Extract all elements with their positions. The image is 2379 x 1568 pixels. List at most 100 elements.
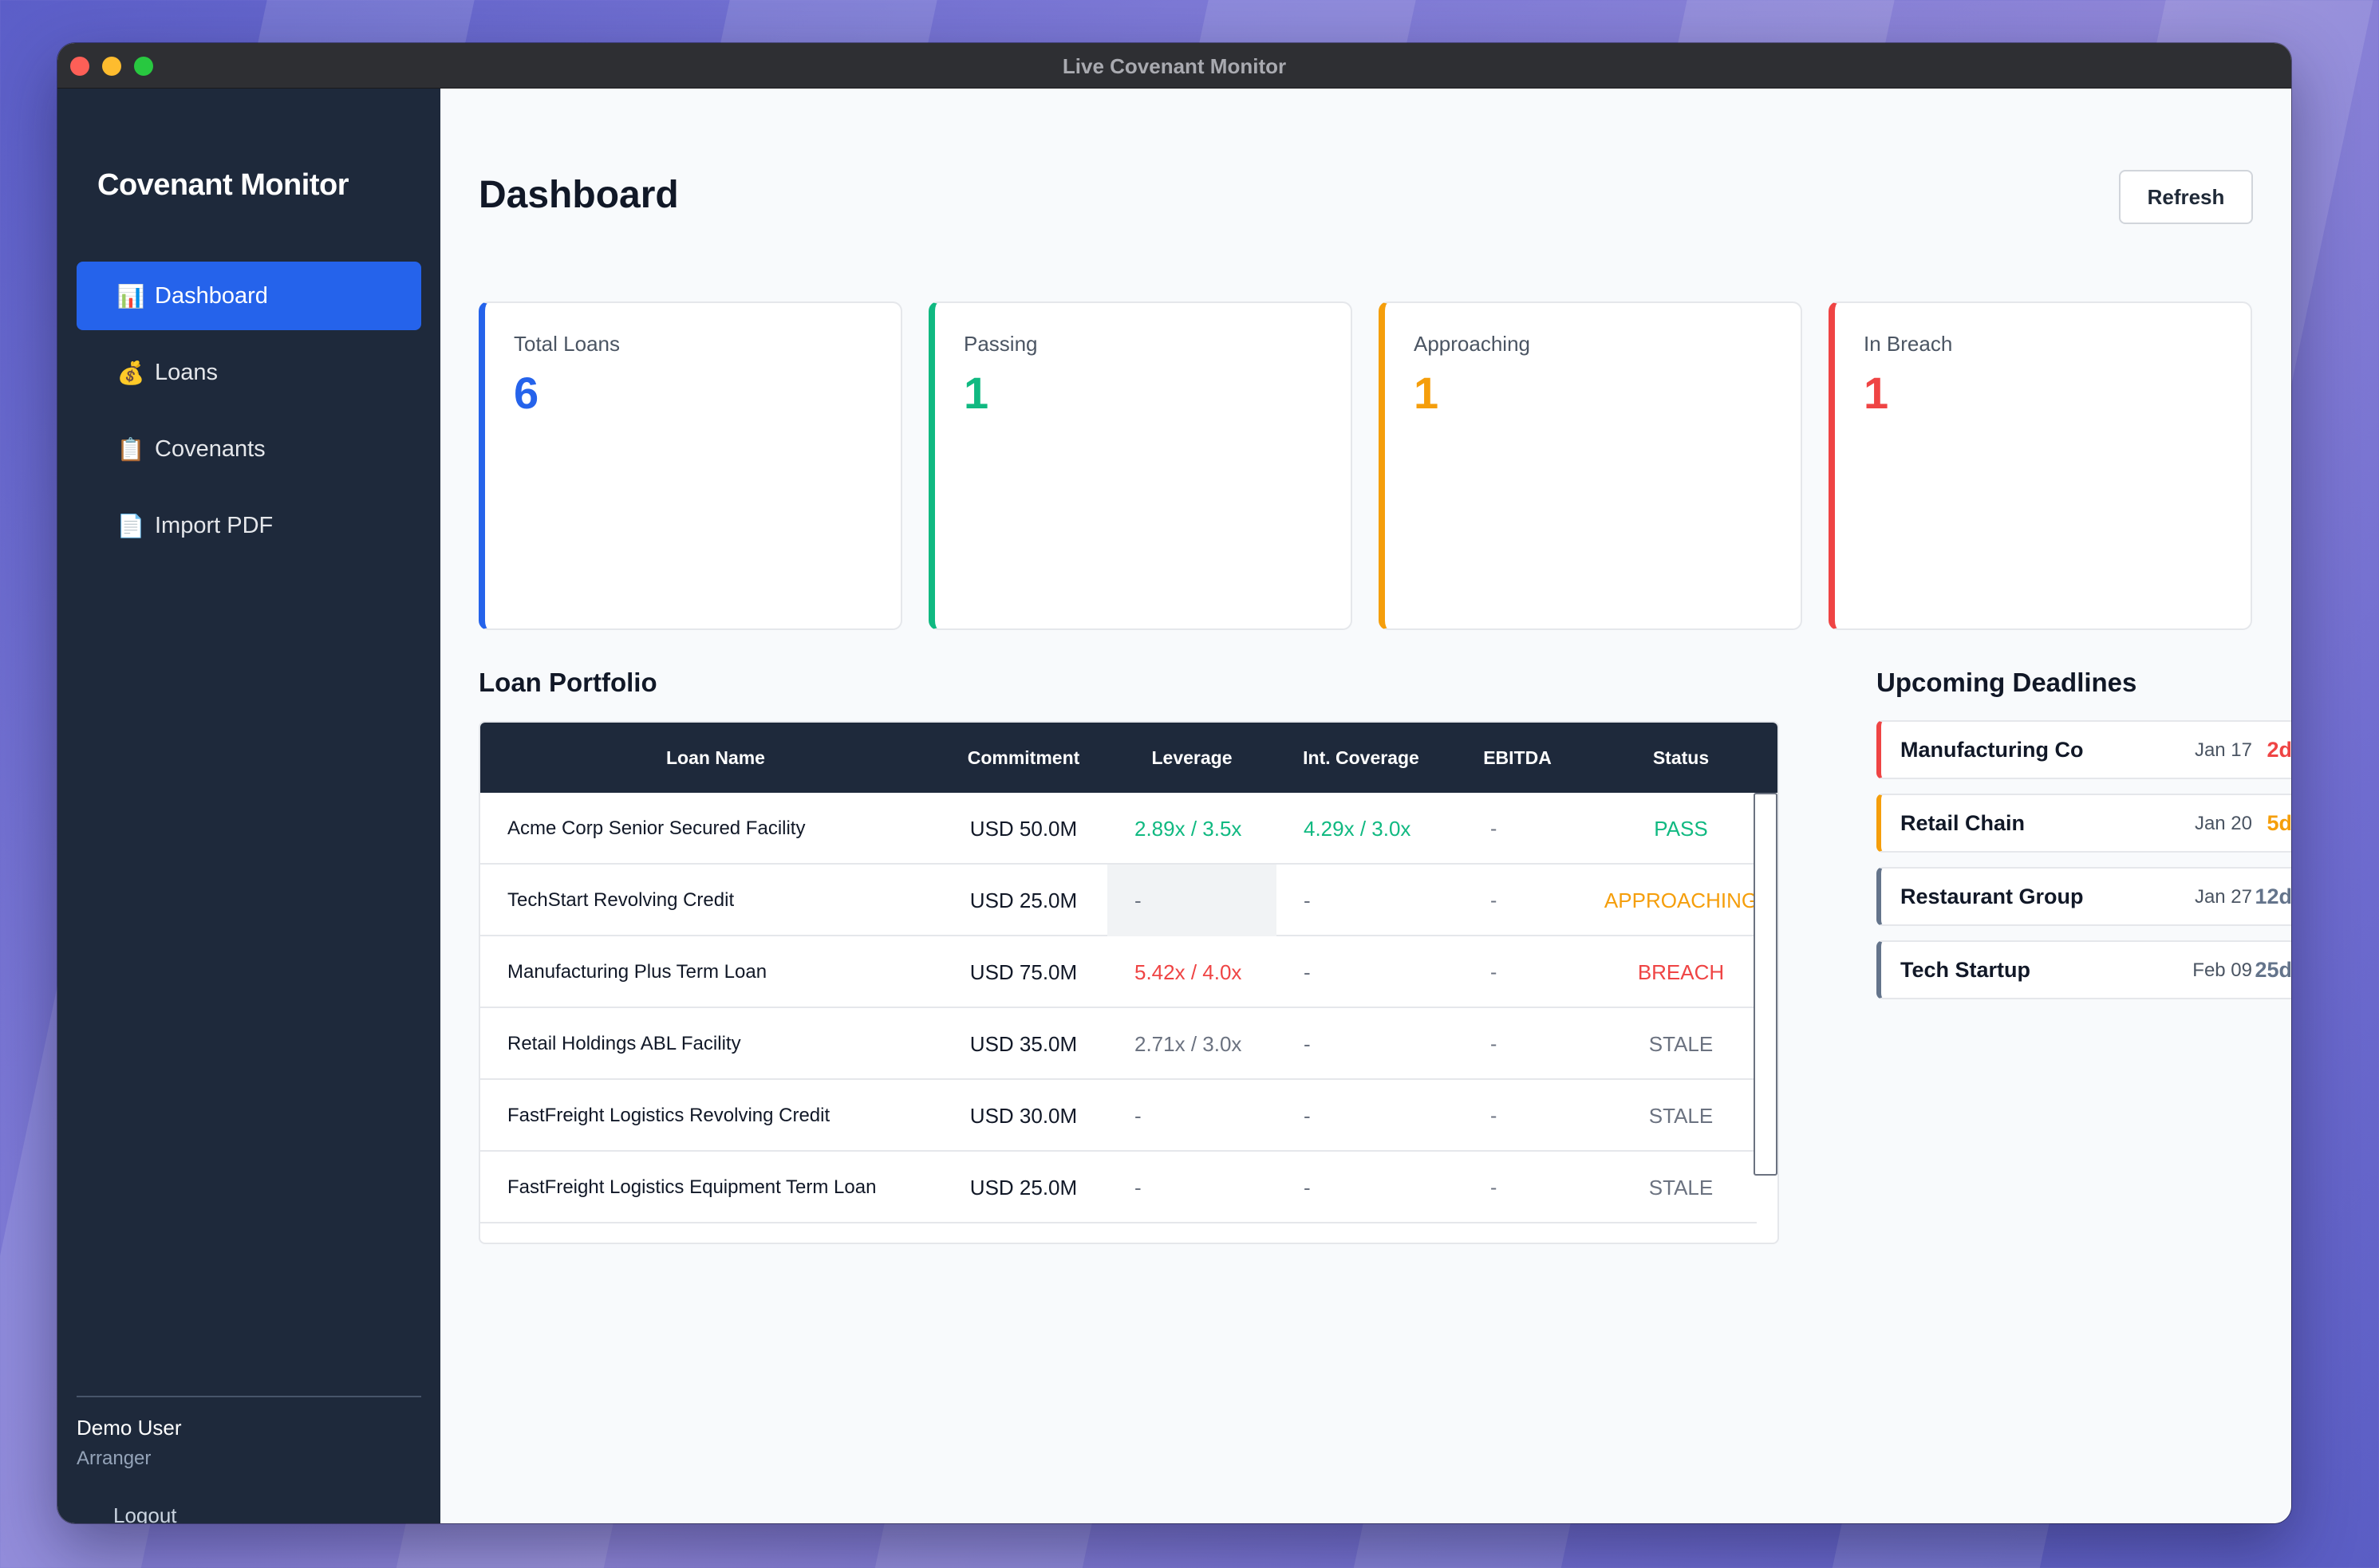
commitment-cell: USD 25.0M: [969, 888, 1078, 912]
title-bar: Live Covenant Monitor: [57, 43, 2291, 89]
stat-value: 1: [964, 368, 989, 418]
column-header-commitment[interactable]: Commitment: [967, 747, 1080, 768]
brand-title: Covenant Monitor: [97, 168, 349, 202]
stat-card-approaching: Approaching 1: [1379, 301, 1802, 630]
commitment-cell: USD 50.0M: [969, 816, 1078, 841]
zoom-window-button[interactable]: [134, 57, 153, 76]
deadline-days-remaining: 25d: [2255, 958, 2291, 982]
ebitda-cell: -: [1490, 888, 1497, 912]
deadline-name: Manufacturing Co: [1900, 738, 2084, 762]
deadline-days-remaining: 12d: [2255, 884, 2291, 908]
sidebar-item-label: Loans: [155, 359, 219, 385]
loan-name-cell: FastFreight Logistics Revolving Credit: [507, 1105, 830, 1126]
loan-name-cell: FastFreight Logistics Equipment Term Loa…: [507, 1176, 877, 1198]
table-row[interactable]: Retail Holdings ABL Facility USD 35.0M 2…: [480, 1008, 1757, 1080]
column-header-int-coverage[interactable]: Int. Coverage: [1303, 747, 1419, 768]
table-row[interactable]: TechStart Revolving Credit USD 25.0M - -…: [480, 865, 1758, 936]
coverage-cell: -: [1304, 1103, 1311, 1128]
clipboard-icon: 📋: [116, 436, 145, 462]
loan-portfolio-title: Loan Portfolio: [479, 668, 657, 697]
table-row[interactable]: Acme Corp Senior Secured Facility USD 50…: [480, 793, 1757, 865]
document-icon: 📄: [116, 513, 145, 538]
sidebar: Covenant Monitor 📊 Dashboard 💰 Loans 📋 C…: [57, 89, 440, 1523]
stat-value: 6: [514, 368, 539, 418]
status-cell: STALE: [1648, 1175, 1714, 1200]
stat-card-passing: Passing 1: [929, 301, 1352, 630]
stat-card-total-loans: Total Loans 6: [479, 301, 902, 630]
loan-name-cell: TechStart Revolving Credit: [507, 889, 735, 911]
leverage-cell: -: [1107, 865, 1276, 936]
sidebar-item-label: Dashboard: [155, 282, 268, 309]
table-scrollbar[interactable]: [1754, 793, 1777, 1176]
status-cell: PASS: [1654, 816, 1708, 841]
ebitda-cell: -: [1490, 1176, 1497, 1199]
stat-value: 1: [1414, 368, 1439, 418]
column-header-loan-name[interactable]: Loan Name: [666, 747, 765, 768]
commitment-cell: USD 30.0M: [969, 1103, 1078, 1128]
sidebar-item-import-pdf[interactable]: 📄 Import PDF: [77, 491, 421, 560]
window-title: Live Covenant Monitor: [1062, 54, 1287, 78]
deadline-date: Jan 20: [2194, 813, 2252, 834]
status-cell: APPROACHING: [1604, 888, 1758, 912]
sidebar-item-label: Import PDF: [155, 512, 274, 538]
sidebar-divider: [77, 1396, 421, 1397]
table-row[interactable]: Manufacturing Plus Term Loan USD 75.0M 5…: [480, 936, 1757, 1008]
deadline-name: Tech Startup: [1900, 958, 2031, 982]
user-role: Arranger: [77, 1448, 152, 1469]
ebitda-cell: -: [1490, 960, 1497, 983]
user-name: Demo User: [77, 1416, 182, 1440]
coverage-cell: 4.29x / 3.0x: [1304, 816, 1411, 841]
deadline-item[interactable]: Retail Chain Jan 20 5d: [1876, 794, 2291, 853]
close-window-button[interactable]: [70, 57, 89, 76]
page-title: Dashboard: [479, 174, 679, 216]
commitment-cell: USD 75.0M: [969, 959, 1078, 984]
deadline-item[interactable]: Tech Startup Feb 09 25d: [1876, 940, 2291, 999]
status-cell: STALE: [1648, 1103, 1714, 1128]
commitment-cell: USD 35.0M: [969, 1031, 1078, 1056]
deadline-item[interactable]: Manufacturing Co Jan 17 2d: [1876, 720, 2291, 779]
status-cell: BREACH: [1637, 959, 1725, 984]
coverage-cell: -: [1304, 1031, 1311, 1056]
sidebar-item-covenants[interactable]: 📋 Covenants: [77, 415, 421, 483]
loan-name-cell: Acme Corp Senior Secured Facility: [507, 817, 806, 839]
deadline-name: Restaurant Group: [1900, 884, 2084, 908]
refresh-button[interactable]: Refresh: [2119, 170, 2253, 224]
logout-button[interactable]: Logout: [113, 1503, 177, 1523]
coverage-cell: -: [1304, 1175, 1311, 1200]
coverage-cell: -: [1304, 888, 1311, 912]
leverage-cell: -: [1134, 1175, 1142, 1200]
main-content: Dashboard Refresh Total Loans 6 Passing …: [440, 89, 2291, 1523]
deadline-item[interactable]: Restaurant Group Jan 27 12d: [1876, 867, 2291, 926]
table-row[interactable]: FastFreight Logistics Revolving Credit U…: [480, 1080, 1757, 1152]
leverage-cell: 5.42x / 4.0x: [1134, 959, 1242, 984]
leverage-cell: 2.71x / 3.0x: [1134, 1031, 1242, 1056]
column-header-status[interactable]: Status: [1652, 747, 1710, 768]
minimize-window-button[interactable]: [102, 57, 121, 76]
sidebar-item-loans[interactable]: 💰 Loans: [77, 338, 421, 407]
stat-label: In Breach: [1864, 332, 1953, 356]
column-header-leverage[interactable]: Leverage: [1151, 747, 1233, 768]
loan-name-cell: Retail Holdings ABL Facility: [507, 1033, 741, 1054]
column-header-ebitda[interactable]: EBITDA: [1483, 747, 1552, 768]
commitment-cell: USD 25.0M: [969, 1175, 1078, 1200]
ebitda-cell: -: [1490, 817, 1497, 840]
coverage-cell: -: [1304, 959, 1311, 984]
ebitda-cell: -: [1490, 1032, 1497, 1055]
table-header: Loan Name Commitment Leverage Int. Cover…: [480, 723, 1777, 793]
deadline-name: Retail Chain: [1900, 811, 2026, 835]
bar-chart-icon: 📊: [116, 283, 145, 309]
deadline-date: Jan 27: [2194, 886, 2252, 908]
upcoming-deadlines-title: Upcoming Deadlines: [1876, 668, 2137, 697]
deadline-days-remaining: 2d: [2267, 738, 2291, 762]
sidebar-item-dashboard[interactable]: 📊 Dashboard: [77, 262, 421, 330]
deadline-days-remaining: 5d: [2267, 811, 2291, 835]
stat-label: Approaching: [1414, 332, 1530, 356]
sidebar-item-label: Covenants: [155, 435, 266, 462]
stat-label: Total Loans: [514, 332, 620, 356]
deadline-date: Feb 09: [2192, 959, 2252, 981]
status-cell: STALE: [1648, 1031, 1714, 1056]
money-bag-icon: 💰: [116, 360, 145, 385]
table-row[interactable]: FastFreight Logistics Equipment Term Loa…: [480, 1152, 1757, 1223]
ebitda-cell: -: [1490, 1104, 1497, 1127]
stat-value: 1: [1864, 368, 1889, 418]
